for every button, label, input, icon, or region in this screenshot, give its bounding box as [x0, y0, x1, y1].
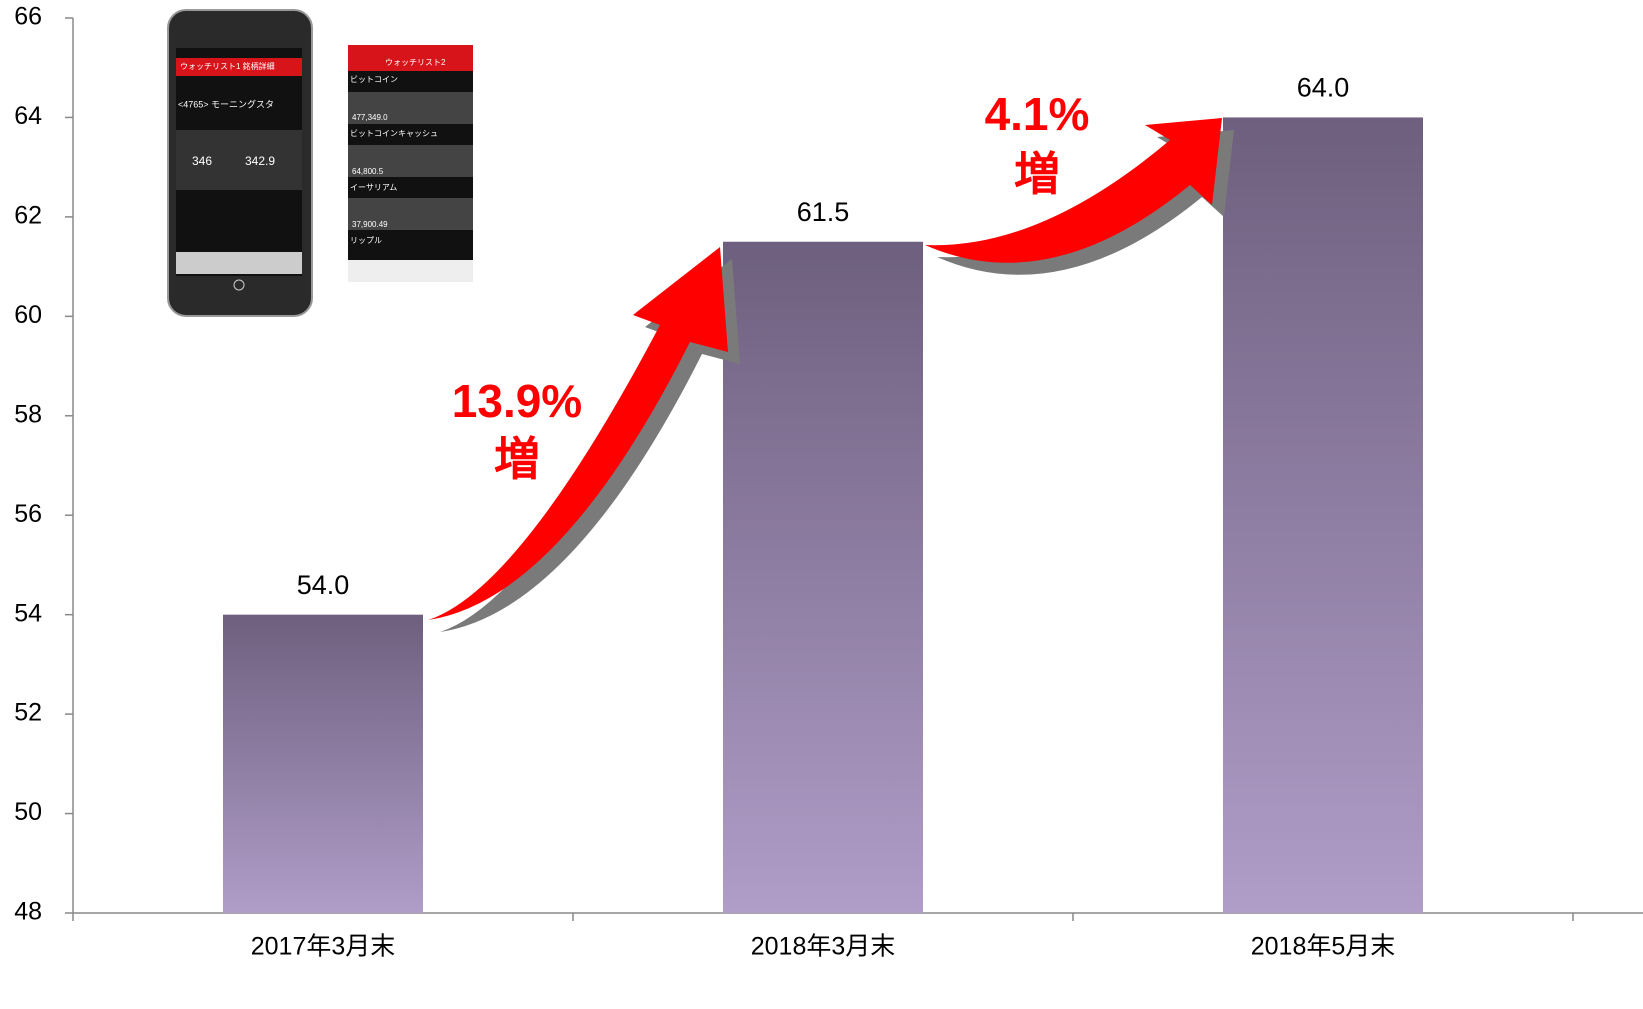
y-tick-label: 62: [14, 201, 42, 229]
annotation: 増: [1014, 148, 1060, 200]
bar: [1223, 117, 1423, 913]
value-label: 54.0: [297, 570, 350, 600]
screen-text: イーサリアム: [350, 183, 397, 192]
y-tick-label: 52: [14, 699, 42, 727]
annotation: 4.1%: [985, 88, 1090, 140]
y-tick-label: 66: [14, 3, 42, 31]
x-ticks: [72, 913, 1574, 921]
y-tick-label: 60: [14, 301, 42, 329]
screen-text: 64,800.5: [352, 167, 384, 176]
bar: [223, 614, 423, 913]
value-label: 61.5: [797, 197, 850, 227]
screen-text: <4765> モーニングスタ: [178, 98, 274, 109]
screen-text: ビットコインキャッシュ: [350, 129, 438, 138]
y-tick-label: 54: [14, 599, 42, 627]
x-tick-label: 2017年3月末: [251, 933, 396, 961]
screen-text: ウォッチリスト2: [385, 58, 446, 67]
screen-text: 346: [192, 154, 212, 168]
arrows: [428, 118, 1222, 620]
x-tick-label: 2018年5月末: [1251, 933, 1396, 961]
screen-text: 342.9: [245, 154, 275, 168]
x-tick-label: 2018年3月末: [751, 933, 896, 961]
bar: [723, 241, 923, 913]
y-tick-label: 58: [14, 400, 42, 428]
y-tick-label: 56: [14, 500, 42, 528]
app-screenshot: ウォッチリスト2 ビットコイン 477,349.0 ビットコインキャッシュ 64…: [348, 45, 473, 282]
value-label: 64.0: [1297, 73, 1350, 103]
annotation: 増: [494, 433, 540, 485]
y-tick-label: 64: [14, 102, 42, 130]
phone-image: ウォッチリスト1 銘柄詳細 <4765> モーニングスタ 346 342.9: [167, 9, 313, 317]
y-tick-label: 50: [14, 798, 42, 826]
bars: [223, 117, 1423, 913]
annotation: 13.9%: [452, 375, 582, 427]
screen-text: ウォッチリスト1 銘柄詳細: [180, 61, 275, 71]
screen-text: 37,900.49: [352, 220, 388, 229]
screen-text: ビットコイン: [350, 75, 398, 84]
y-tick-label: 48: [14, 898, 42, 926]
screen-text: 477,349.0: [352, 113, 388, 122]
screen-text: リップル: [350, 236, 382, 245]
